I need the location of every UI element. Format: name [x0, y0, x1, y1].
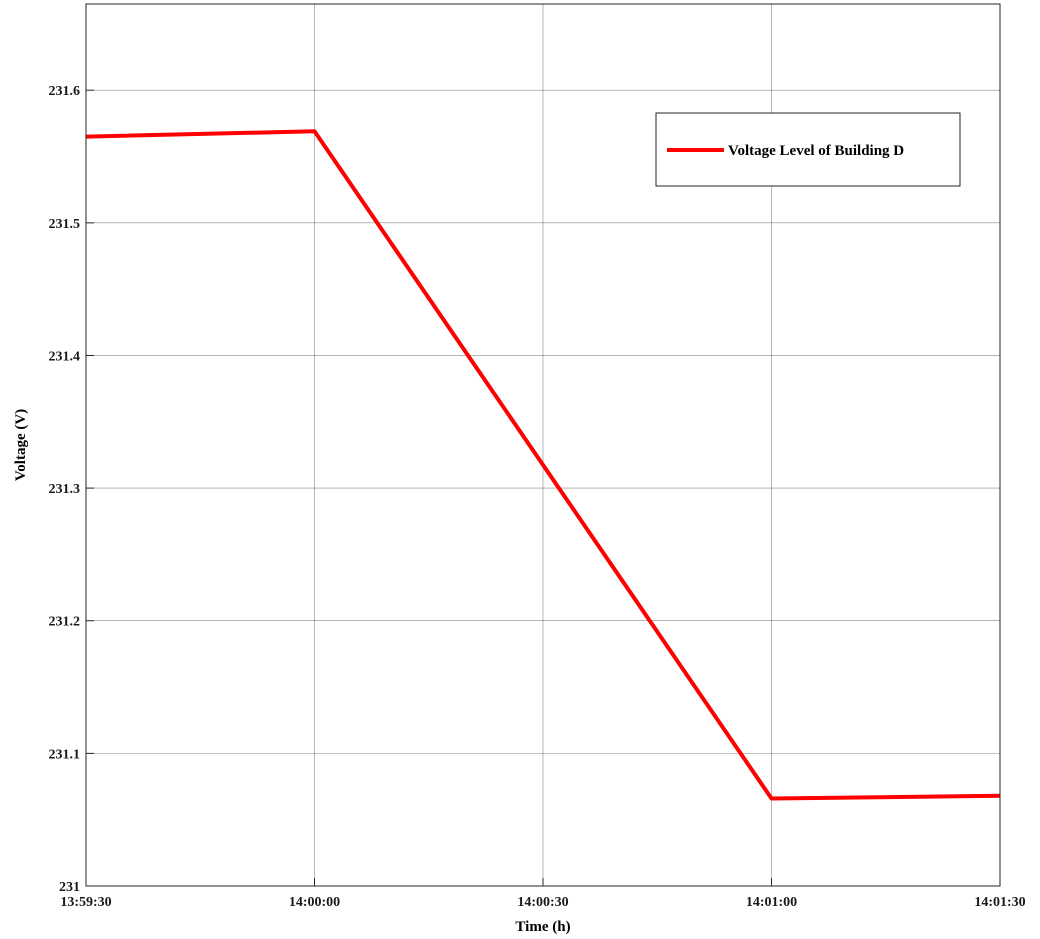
legend-label-voltage-level-of-building-d: Voltage Level of Building D	[728, 143, 904, 159]
y-tick-label: 231.1	[49, 747, 81, 762]
series-line-voltage-level-of-building-d	[85, 129, 1001, 801]
x-axis-ticks: 13:59:30 14:00:00 14:00:30 14:01:00 14:01:30	[60, 878, 1026, 910]
y-tick-label: 231.2	[49, 615, 81, 630]
x-tick-label: 13:59:30	[60, 895, 111, 910]
y-axis-label: Voltage (V)	[13, 409, 29, 481]
y-tick-label: 231	[59, 880, 80, 895]
series-layer	[85, 129, 1001, 801]
x-tick-label: 14:01:30	[974, 895, 1025, 910]
x-axis-label: Time (h)	[515, 919, 570, 935]
y-axis-ticks: 231 231.1 231.2 231.3 231.4 231.5 231.6	[49, 84, 94, 895]
x-tick-label: 14:01:00	[746, 895, 797, 910]
legend: Voltage Level of Building D	[655, 112, 961, 187]
x-tick-label: 14:00:00	[289, 895, 340, 910]
y-tick-label: 231.6	[49, 84, 81, 99]
x-tick-label: 14:00:30	[517, 895, 568, 910]
y-tick-label: 231.3	[49, 482, 81, 497]
y-tick-label: 231.4	[49, 349, 81, 364]
y-tick-label: 231.5	[49, 217, 81, 232]
